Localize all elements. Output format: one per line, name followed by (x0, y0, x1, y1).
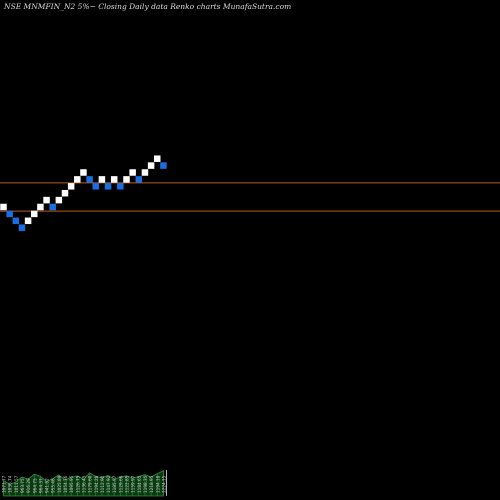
brick-21-up (123, 176, 130, 183)
price-label-20: 1129.66 (118, 475, 123, 493)
brick-4-down (18, 224, 26, 231)
brick-8-up (43, 196, 50, 204)
brick-11-up (61, 189, 69, 197)
brick-12-up (67, 183, 75, 190)
price-label-16: 1194.28 (94, 475, 99, 493)
brick-13-up (74, 176, 81, 183)
price-label-27: 1224.15 (161, 475, 166, 493)
price-label-25: 1218.95 (149, 475, 154, 493)
price-label-14: 1136.45 (81, 475, 86, 493)
price-label-10: 1025.89 (57, 475, 62, 493)
brick-10-up (55, 196, 63, 204)
price-label-22: 1159.97 (131, 475, 136, 493)
price-label-3: 1011.57 (14, 475, 19, 493)
price-label-17: 1112.90 (100, 475, 105, 493)
price-label-4: 963.75 (20, 478, 25, 493)
price-labels: 1071.77 1036.74 1011.57 963.75 916.29 964.75 9… (2, 475, 167, 493)
brick-7-up (37, 203, 44, 211)
price-label-26: 1194.18 (155, 475, 160, 493)
brick-5-up (24, 217, 32, 225)
brick-16-down (92, 183, 99, 190)
chart-title: NSE MNMFIN_N2 5%~ Closing Daily data Ren… (4, 2, 292, 11)
brick-23-down (135, 176, 143, 183)
price-label-6: 964.75 (32, 478, 37, 493)
price-label-11: 1054.36 (63, 475, 68, 493)
brick-2-down (6, 210, 13, 218)
price-label-23: 1184.65 (137, 475, 142, 493)
price-label-24: 1198.35 (143, 475, 148, 493)
brick-19-up (110, 176, 118, 183)
price-label-13: 1126.75 (75, 475, 80, 493)
brick-25-up (147, 162, 155, 169)
volume-panel (3, 470, 167, 497)
brick-18-down (104, 183, 112, 190)
brick-20-down (117, 183, 124, 190)
price-label-5: 916.29 (26, 478, 31, 493)
price-label-2: 1036.74 (8, 475, 13, 493)
brick-26-up (154, 155, 161, 162)
price-label-18: 1147.92 (106, 475, 111, 493)
brick-17-up (98, 176, 106, 183)
renko-bricks (0, 155, 167, 231)
brick-27-down (160, 162, 167, 169)
brick-9-down (49, 203, 56, 211)
price-label-7: 964.37 (38, 478, 43, 493)
brick-22-up (129, 169, 136, 176)
price-label-12: 1095.95 (69, 475, 74, 493)
brick-1-up (0, 203, 7, 211)
price-label-19: 1185.97 (112, 475, 117, 493)
brick-6-up (31, 210, 38, 218)
brick-24-up (141, 169, 149, 176)
price-label-8: 941.82 (45, 478, 50, 493)
price-label-1: 1071.77 (2, 475, 7, 493)
brick-15-down (86, 176, 93, 183)
reference-lines (0, 182, 500, 212)
price-label-9: 955.48 (51, 478, 56, 493)
price-label-21: 1122.85 (125, 475, 130, 493)
brick-14-up (80, 169, 87, 176)
price-label-15: 1179.60 (88, 475, 93, 493)
brick-3-down (12, 217, 20, 225)
